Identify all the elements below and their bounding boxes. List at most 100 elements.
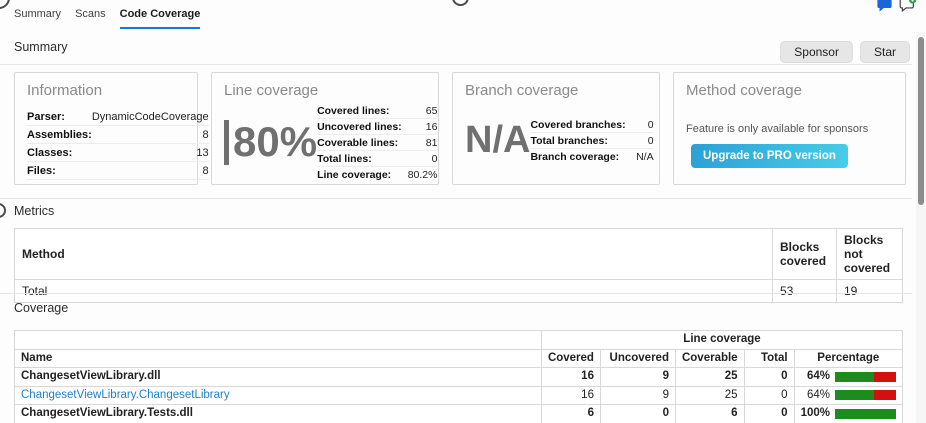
chat-bubble-add-icon[interactable] xyxy=(898,0,917,19)
total-cell: 0 xyxy=(743,367,795,387)
info-value: DynamicCodeCoverage xyxy=(91,108,209,126)
cutoff-circle-top xyxy=(452,0,469,6)
line-coverage-card-title: Line coverage xyxy=(224,82,319,99)
metrics-total-blocks-covered: 53 xyxy=(772,279,837,303)
metrics-total-blocks-not-covered: 19 xyxy=(836,279,903,303)
stat-value: 0 xyxy=(625,117,654,133)
coverage-header-percentage[interactable]: Percentage xyxy=(793,348,904,368)
stat-label: Covered branches: xyxy=(530,117,626,133)
coverage-row-class: ChangesetViewLibrary.ChangesetLibrary 16… xyxy=(14,385,904,405)
coverage-table: Line coverage Name Covered Uncovered Cov… xyxy=(14,330,904,423)
summary-divider xyxy=(0,64,912,65)
info-value: 13 xyxy=(91,143,209,162)
line-coverage-big-value: 80% xyxy=(224,120,317,165)
stat-label: Covered lines: xyxy=(317,103,402,119)
stat-value: 0 xyxy=(625,132,654,149)
info-label: Parser: xyxy=(27,108,92,126)
stat-label: Total lines: xyxy=(317,150,402,167)
scrollbar-thumb[interactable] xyxy=(918,37,924,205)
cutoff-circle-corner xyxy=(0,0,10,9)
coverable-cell: 25 xyxy=(674,367,745,387)
info-value: 8 xyxy=(91,161,209,180)
metrics-table: Method Blocks covered Blocks not covered… xyxy=(14,228,903,303)
assembly-name: ChangesetViewLibrary.dll xyxy=(14,367,542,387)
stat-value: 16 xyxy=(401,118,438,135)
metrics-header-blocks-not-covered: Blocks not covered xyxy=(836,228,903,280)
coverage-header-row: Name Covered Uncovered Coverable Total P… xyxy=(14,348,904,368)
branch-coverage-big-value: N/A xyxy=(465,118,531,161)
sponsor-button[interactable]: Sponsor xyxy=(780,41,853,63)
information-table: Parser: DynamicCodeCoverage Assemblies: … xyxy=(27,108,209,180)
summary-head-buttons: Sponsor Star xyxy=(780,41,910,63)
method-coverage-card-title: Method coverage xyxy=(686,82,802,99)
coverage-group-header-row: Line coverage xyxy=(14,330,904,350)
sponsor-note: Feature is only available for sponsors xyxy=(686,123,869,135)
covered-cell: 6 xyxy=(540,404,601,423)
metrics-section-title: Metrics xyxy=(14,204,55,218)
coverable-cell: 6 xyxy=(674,404,745,423)
class-link[interactable]: ChangesetViewLibrary.ChangesetLibrary xyxy=(21,388,230,401)
stat-value: 81 xyxy=(401,134,438,151)
coverage-header-uncovered[interactable]: Uncovered xyxy=(599,348,676,368)
coverage-bar xyxy=(835,408,896,419)
branch-coverage-detail-table: Covered branches: 0 Total branches: 0 Br… xyxy=(530,117,654,164)
stat-label: Branch coverage: xyxy=(530,150,620,163)
metrics-divider xyxy=(0,198,912,199)
coverage-header-coverable[interactable]: Coverable xyxy=(674,348,745,368)
total-cell: 0 xyxy=(743,404,795,423)
stat-label: Line coverage: xyxy=(317,168,392,181)
coverage-header-total[interactable]: Total xyxy=(743,348,795,368)
coverage-section-title: Coverage xyxy=(14,301,69,315)
upgrade-pro-button[interactable]: Upgrade to PRO version xyxy=(691,144,848,168)
coverage-bar xyxy=(835,371,896,382)
stat-label: Uncovered lines: xyxy=(317,118,402,135)
uncovered-cell: 9 xyxy=(599,367,676,387)
percentage-text: 64% xyxy=(806,370,830,382)
total-cell: 0 xyxy=(743,385,795,405)
stat-label: Total branches: xyxy=(530,132,626,149)
information-card: Information Parser: DynamicCodeCoverage … xyxy=(14,72,209,185)
stat-value: 65 xyxy=(401,103,438,119)
tab-scans[interactable]: Scans xyxy=(75,8,106,20)
scrollbar-track[interactable] xyxy=(916,32,926,423)
header-icons xyxy=(876,0,917,19)
line-coverage-detail-table: Covered lines: 65 Uncovered lines: 16 Co… xyxy=(317,103,438,182)
uncovered-cell: 9 xyxy=(599,385,676,405)
percentage-cell: 64% xyxy=(801,389,896,403)
coverage-header-name[interactable]: Name xyxy=(14,348,542,368)
assembly-name: ChangesetViewLibrary.Tests.dll xyxy=(14,404,542,423)
coverage-bar xyxy=(835,390,896,401)
percentage-cell: 100% xyxy=(801,407,896,421)
info-label: Assemblies: xyxy=(27,125,92,144)
coverage-empty-cell xyxy=(14,330,542,350)
metrics-header-blocks-covered: Blocks covered xyxy=(772,228,837,280)
method-coverage-card: Method coverage Feature is only availabl… xyxy=(673,72,906,185)
coverage-header-covered[interactable]: Covered xyxy=(540,348,601,368)
chat-bubble-filled-icon[interactable] xyxy=(876,0,893,19)
stat-value: 0 xyxy=(401,150,438,167)
stat-value: N/A xyxy=(636,150,654,163)
branch-coverage-card-title: Branch coverage xyxy=(465,82,579,99)
information-card-title: Information xyxy=(27,82,103,99)
coverage-divider xyxy=(0,293,912,294)
tab-summary[interactable]: Summary xyxy=(14,8,62,20)
info-label: Classes: xyxy=(27,143,92,162)
metrics-header-row: Method Blocks covered Blocks not covered xyxy=(14,228,903,280)
cutoff-circle-left xyxy=(0,203,6,218)
uncovered-cell: 0 xyxy=(599,404,676,423)
tab-code-coverage[interactable]: Code Coverage xyxy=(119,8,201,29)
coverage-group-header: Line coverage xyxy=(540,330,904,350)
percentage-cell: 64% xyxy=(801,370,896,384)
summary-section-title: Summary xyxy=(14,40,68,54)
stat-label: Coverable lines: xyxy=(317,134,402,151)
covered-cell: 16 xyxy=(540,367,601,387)
percentage-text: 64% xyxy=(806,388,830,401)
summary-cards: Information Parser: DynamicCodeCoverage … xyxy=(14,72,906,185)
metrics-header-method: Method xyxy=(14,228,773,280)
coverage-row-assembly: ChangesetViewLibrary.dll 16 9 25 0 64% xyxy=(14,367,904,387)
star-button[interactable]: Star xyxy=(859,41,910,63)
covered-cell: 16 xyxy=(540,385,601,405)
percentage-text: 100% xyxy=(800,407,830,419)
branch-coverage-card: Branch coverage N/A Covered branches: 0 … xyxy=(452,72,660,185)
